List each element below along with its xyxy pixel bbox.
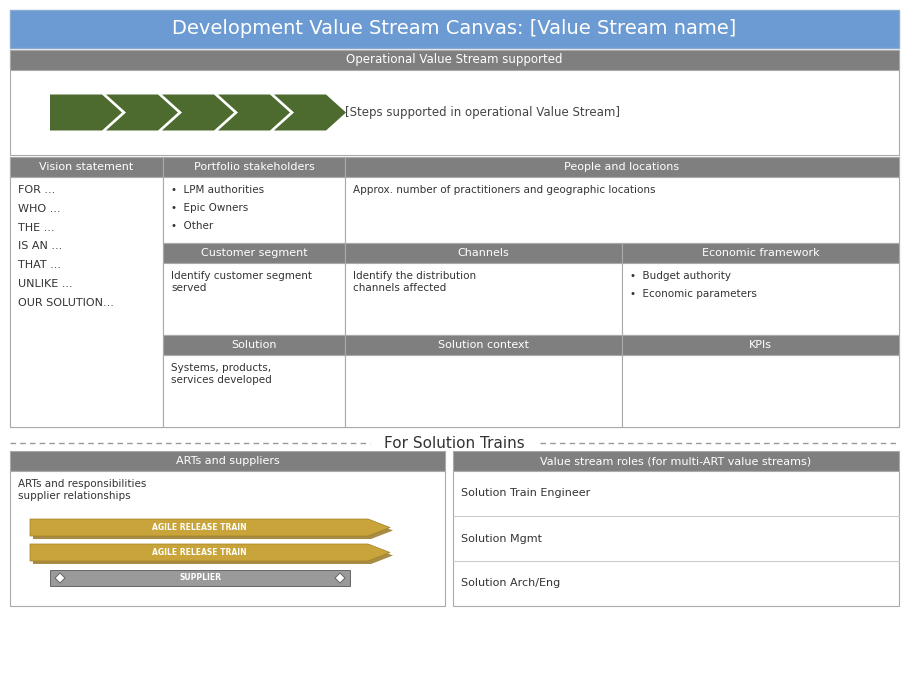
Text: Solution context: Solution context xyxy=(438,340,529,350)
Text: AGILE RELEASE TRAIN: AGILE RELEASE TRAIN xyxy=(152,523,246,532)
Text: Vision statement: Vision statement xyxy=(39,162,134,172)
Polygon shape xyxy=(106,94,178,130)
Bar xyxy=(10,10,899,48)
Bar xyxy=(10,50,899,155)
Text: Solution: Solution xyxy=(231,340,276,350)
Bar xyxy=(345,335,622,355)
Text: •  LPM authorities
•  Epic Owners
•  Other: • LPM authorities • Epic Owners • Other xyxy=(171,185,265,231)
Text: Approx. number of practitioners and geographic locations: Approx. number of practitioners and geog… xyxy=(353,185,655,195)
Bar xyxy=(345,157,899,177)
Text: Systems, products,
services developed: Systems, products, services developed xyxy=(171,363,272,384)
Text: SUPPLIER: SUPPLIER xyxy=(179,574,221,582)
Text: Solution Mgmt: Solution Mgmt xyxy=(461,534,542,544)
Bar xyxy=(10,177,163,427)
Polygon shape xyxy=(50,94,122,130)
Text: [Steps supported in operational Value Stream]: [Steps supported in operational Value St… xyxy=(345,106,620,119)
Text: AGILE RELEASE TRAIN: AGILE RELEASE TRAIN xyxy=(152,548,246,557)
Polygon shape xyxy=(274,94,346,130)
Text: •  Budget authority
•  Economic parameters: • Budget authority • Economic parameters xyxy=(630,271,757,299)
Text: Economic framework: Economic framework xyxy=(702,248,819,258)
Bar xyxy=(622,243,899,263)
Bar xyxy=(622,355,899,427)
Bar xyxy=(10,157,899,427)
Bar xyxy=(163,263,345,335)
Text: Solution Train Engineer: Solution Train Engineer xyxy=(461,489,590,498)
Text: KPIs: KPIs xyxy=(749,340,772,350)
Bar xyxy=(163,243,345,263)
Bar xyxy=(345,263,622,335)
Polygon shape xyxy=(55,573,65,583)
Bar xyxy=(345,243,622,263)
Text: Customer segment: Customer segment xyxy=(201,248,307,258)
Polygon shape xyxy=(33,522,393,539)
Polygon shape xyxy=(30,519,390,536)
Text: Channels: Channels xyxy=(457,248,509,258)
Bar xyxy=(453,471,899,606)
Bar xyxy=(345,355,622,427)
Polygon shape xyxy=(218,94,290,130)
Text: ARTs and suppliers: ARTs and suppliers xyxy=(175,456,279,466)
Text: Value stream roles (for multi-ART value streams): Value stream roles (for multi-ART value … xyxy=(541,456,812,466)
Text: Development Value Stream Canvas: [Value Stream name]: Development Value Stream Canvas: [Value … xyxy=(173,20,736,39)
Bar xyxy=(50,570,350,586)
Text: For Solution Trains: For Solution Trains xyxy=(385,435,524,450)
Polygon shape xyxy=(30,544,390,561)
Text: ARTs and responsibilities
supplier relationships: ARTs and responsibilities supplier relat… xyxy=(18,479,146,500)
Text: Identify the distribution
channels affected: Identify the distribution channels affec… xyxy=(353,271,476,293)
Bar xyxy=(10,451,445,471)
Text: FOR ...
WHO ...
THE ...
IS AN ...
THAT ...
UNLIKE ...
OUR SOLUTION...: FOR ... WHO ... THE ... IS AN ... THAT .… xyxy=(18,185,114,308)
Bar xyxy=(163,157,345,177)
Text: People and locations: People and locations xyxy=(564,162,680,172)
Text: Operational Value Stream supported: Operational Value Stream supported xyxy=(346,54,563,66)
Bar xyxy=(163,335,345,355)
Bar xyxy=(10,157,163,177)
Text: Solution Arch/Eng: Solution Arch/Eng xyxy=(461,578,560,589)
Text: Identify customer segment
served: Identify customer segment served xyxy=(171,271,312,293)
Bar xyxy=(163,177,345,243)
Bar xyxy=(622,263,899,335)
Bar xyxy=(345,177,899,243)
Polygon shape xyxy=(33,547,393,564)
Bar xyxy=(10,50,899,70)
Polygon shape xyxy=(162,94,234,130)
Polygon shape xyxy=(335,573,345,583)
Bar xyxy=(10,471,445,606)
Bar xyxy=(622,335,899,355)
Bar xyxy=(163,355,345,427)
Text: Portfolio stakeholders: Portfolio stakeholders xyxy=(194,162,315,172)
Bar xyxy=(453,451,899,471)
